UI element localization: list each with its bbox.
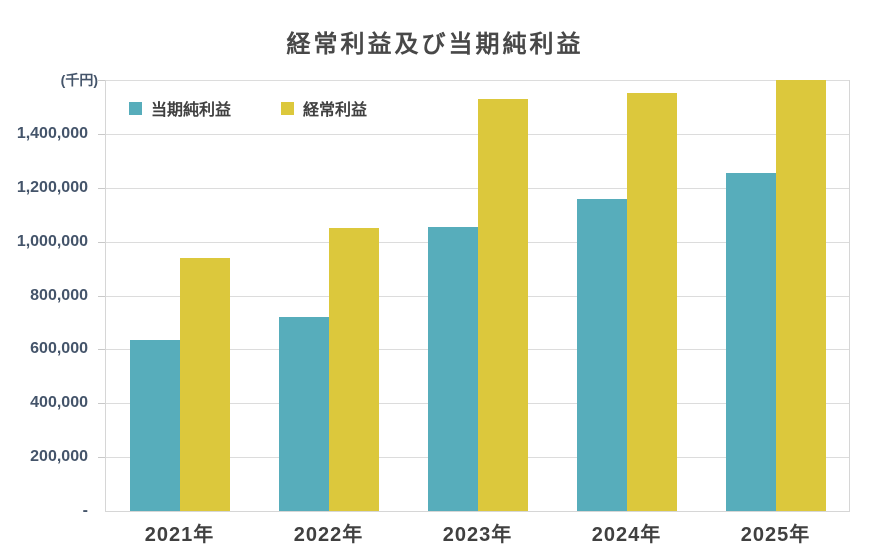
y-axis-line [105,80,106,511]
legend-label: 当期純利益 [151,102,232,119]
bar-s0-c0 [129,339,180,511]
bar-s1-c4 [775,80,826,511]
legend-swatch-yellow [281,101,295,115]
x-axis-line [105,511,850,512]
x-tick-label: 2025年 [740,524,811,546]
y-axis-tick [98,403,105,405]
legend: 当期純利益 経常利益 [129,96,367,120]
bar-s1-c1 [328,228,379,511]
y-axis-tick [98,133,105,135]
y-tick-label: 1,200,000 [16,178,88,196]
y-axis-tick [98,457,105,459]
legend-label: 経常利益 [303,102,368,119]
plot-right-border [849,80,850,511]
y-axis-tick [98,349,105,351]
chart-title: 経常利益及び当期純利益 [286,31,584,58]
y-tick-label: 1,000,000 [16,232,88,250]
x-tick-label: 2021年 [144,524,215,546]
y-axis-tick [98,295,105,297]
y-axis-tick [98,241,105,243]
y-tick-label: 600,000 [30,340,88,358]
bar-s1-c2 [477,98,528,511]
bar-s0-c3 [576,198,627,511]
bar-s0-c2 [427,226,478,511]
bar-s0-c1 [278,317,329,511]
y-tick-label-zero: - [82,502,88,519]
x-tick-label: 2024年 [591,524,662,546]
bar-s1-c0 [179,257,230,511]
bar-s0-c4 [725,172,776,511]
y-tick-label: 400,000 [30,394,88,412]
legend-swatch-teal [129,101,142,115]
gridline [105,80,850,81]
y-tick-label: 800,000 [30,286,88,304]
y-axis-unit-label: (千円) [60,72,98,88]
y-tick-label: 1,400,000 [16,124,88,142]
legend-item-ordinary-profit: 経常利益 [281,96,367,120]
y-tick-label: 200,000 [30,448,88,466]
y-axis-tick [98,80,105,81]
y-axis-tick [98,187,105,189]
x-tick-label: 2023年 [442,524,513,546]
x-tick-label: 2022年 [293,524,364,546]
bar-s1-c3 [626,93,677,511]
legend-item-net-income: 当期純利益 [129,96,231,120]
